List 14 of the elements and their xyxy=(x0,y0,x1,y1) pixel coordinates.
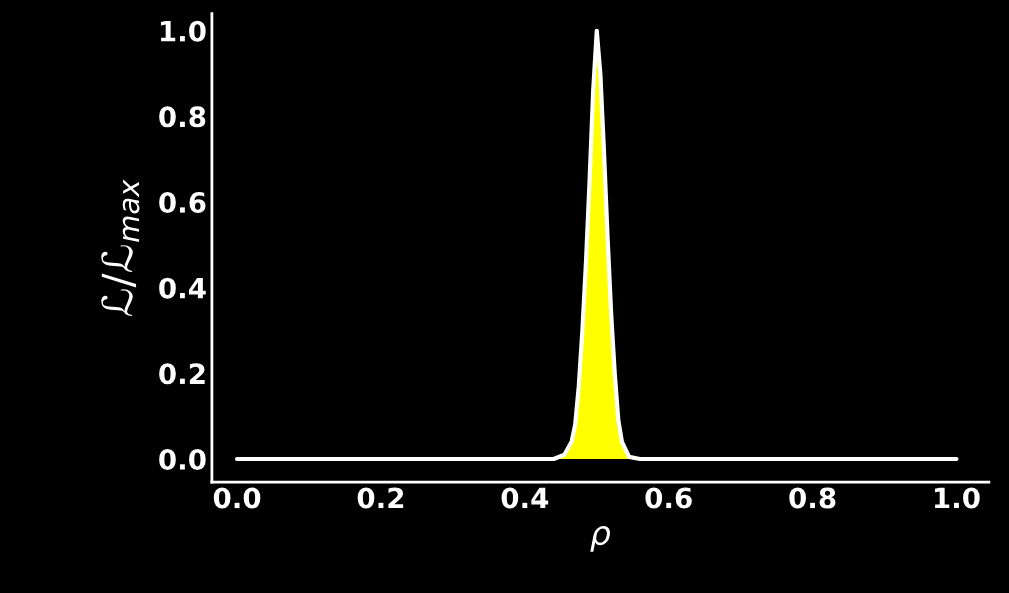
x-tick-label: 0.2 xyxy=(357,487,404,509)
y-tick-label: 0.0 xyxy=(159,448,206,470)
x-tick-label: 0.6 xyxy=(645,487,692,509)
y-axis-title: ℒ/ℒ$_{max}$ xyxy=(101,179,140,317)
y-tick-label: 0.6 xyxy=(159,191,206,213)
x-tick-label: 0.8 xyxy=(789,487,836,509)
y-tick-label: 1.0 xyxy=(160,20,206,42)
y-tick-label: 0.4 xyxy=(159,277,206,299)
y-tick-label: 0.2 xyxy=(159,363,205,385)
x-tick-label: 1.0 xyxy=(934,487,980,509)
x-tick-label: 0.4 xyxy=(501,487,549,509)
x-tick-label: 0.0 xyxy=(213,487,261,509)
y-tick-label: 0.8 xyxy=(159,106,206,128)
x-axis-title: ρ xyxy=(590,526,611,552)
